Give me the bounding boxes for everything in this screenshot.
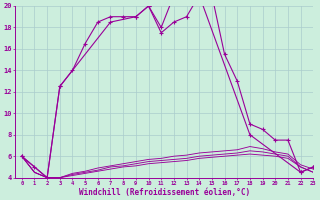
X-axis label: Windchill (Refroidissement éolien,°C): Windchill (Refroidissement éolien,°C) — [79, 188, 250, 197]
